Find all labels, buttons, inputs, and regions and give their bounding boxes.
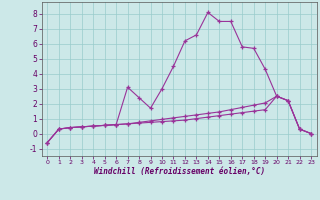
- X-axis label: Windchill (Refroidissement éolien,°C): Windchill (Refroidissement éolien,°C): [94, 167, 265, 176]
